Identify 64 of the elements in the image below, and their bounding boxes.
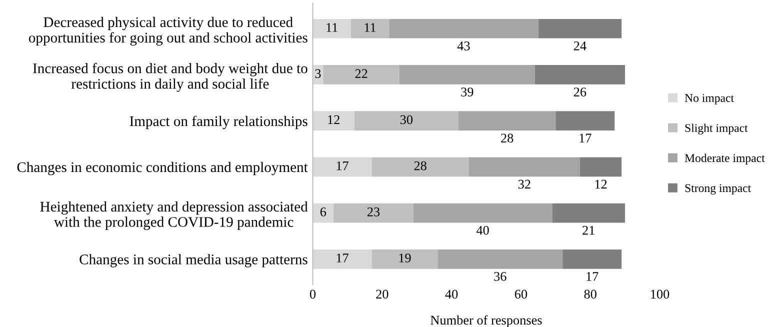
data-label: 11 <box>326 23 338 32</box>
bar <box>538 18 622 38</box>
bar <box>312 203 334 223</box>
data-label: 23 <box>367 207 380 216</box>
bar <box>438 249 563 269</box>
bar <box>312 18 351 38</box>
bar <box>534 65 626 84</box>
y-tick-label: Increased focus on diet and body weight due to restrictions in daily and social life <box>33 62 308 92</box>
bar <box>400 65 535 84</box>
bar <box>334 203 414 223</box>
bar <box>389 18 538 38</box>
bar <box>458 111 556 131</box>
y-tick-label: Heightened anxiety and depression associated with the prolonged COVID-19 pandemic <box>40 201 308 230</box>
data-label: 17 <box>586 272 598 281</box>
bar <box>372 157 469 177</box>
data-label: 26 <box>574 88 586 96</box>
data-label: 17 <box>336 161 348 170</box>
data-label: 17 <box>336 254 348 262</box>
legend-label: Moderate impact <box>684 154 765 164</box>
data-label: 19 <box>399 254 411 262</box>
data-label: 43 <box>457 41 470 50</box>
data-label: 28 <box>501 134 514 143</box>
data-label: 36 <box>494 272 506 281</box>
legend-label: No impact <box>684 94 734 104</box>
y-tick-label: Changes in economic conditions and employment <box>17 162 308 176</box>
bar <box>580 157 622 177</box>
bar <box>312 111 354 131</box>
x-tick-label: 0 <box>310 290 316 299</box>
y-tick-label: Changes in social media usage patterns <box>80 254 308 268</box>
data-label: 32 <box>518 180 530 189</box>
y-tick-label: Impact on family relationships <box>130 116 308 130</box>
data-label: 21 <box>582 226 594 235</box>
y-tick-label: Decreased physical activity due to reduced opportunities for going out and school activities <box>28 16 308 46</box>
bar <box>556 111 615 131</box>
bar <box>350 18 390 38</box>
bar <box>372 249 438 269</box>
bar <box>552 203 626 223</box>
data-label: 12 <box>595 180 607 189</box>
legend-label: Strong impact <box>685 184 752 195</box>
data-label: 12 <box>328 115 340 124</box>
data-label: 11 <box>364 23 376 32</box>
x-tick-label: 40 <box>445 290 458 299</box>
x-axis-title: Number of responses <box>430 315 542 327</box>
data-label: 28 <box>414 161 426 170</box>
bar <box>413 203 552 223</box>
data-label: 24 <box>574 41 586 50</box>
bar <box>312 249 372 269</box>
bar <box>323 65 400 84</box>
data-label: 17 <box>580 134 592 142</box>
bar <box>562 249 622 269</box>
data-label: 22 <box>355 69 368 78</box>
legend-label: Slight impact <box>685 124 748 134</box>
data-label: 30 <box>400 115 413 124</box>
data-label: 40 <box>476 226 489 235</box>
bar <box>468 157 580 177</box>
data-label: 3 <box>315 69 321 78</box>
x-tick-label: 20 <box>376 290 388 299</box>
data-label: 6 <box>320 207 326 216</box>
x-tick-label: 100 <box>651 290 670 299</box>
bar <box>354 111 458 131</box>
x-tick-label: 80 <box>584 290 596 299</box>
x-tick-label: 60 <box>514 290 528 299</box>
data-label: 39 <box>461 88 474 96</box>
bar <box>312 157 372 177</box>
